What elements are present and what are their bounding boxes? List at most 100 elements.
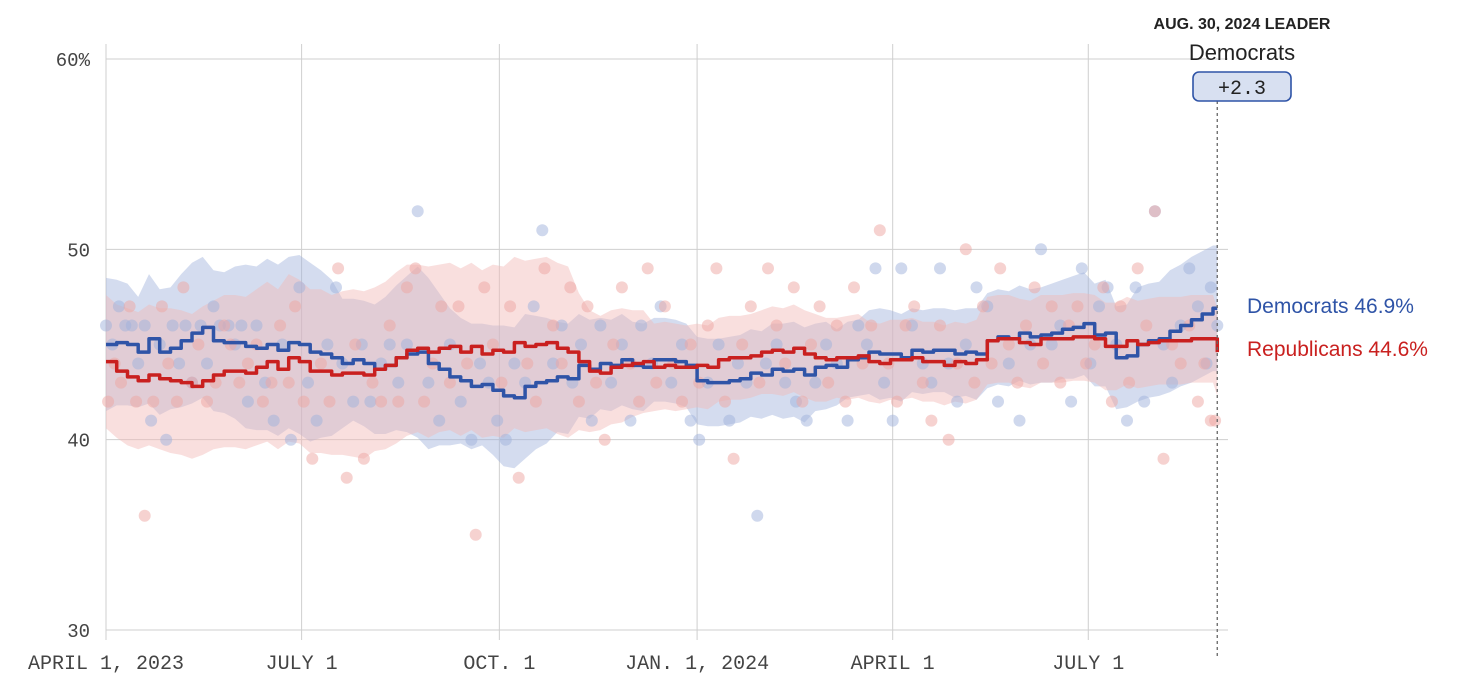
republicans-poll-dot	[951, 357, 964, 370]
democrats-poll-dot	[547, 357, 560, 370]
republicans-poll-dot	[512, 471, 525, 484]
democrats-poll-dot	[852, 319, 865, 332]
democrats-poll-dot	[465, 433, 478, 446]
republicans-poll-dot	[461, 357, 474, 370]
democrats-poll-dot	[869, 262, 882, 275]
republicans-poll-dot	[770, 319, 783, 332]
republicans-poll-dot	[332, 262, 345, 275]
republicans-poll-dot	[633, 395, 646, 408]
republicans-poll-dot	[130, 395, 143, 408]
republicans-poll-dot	[201, 395, 213, 408]
democrats-poll-dot	[527, 300, 540, 313]
republicans-poll-dot	[865, 319, 878, 332]
republicans-poll-dot	[830, 319, 843, 332]
democrats-poll-dot	[635, 319, 648, 332]
democrats-poll-dot	[250, 319, 263, 332]
democrats-poll-dot	[474, 357, 486, 370]
republicans-band	[106, 256, 1218, 459]
republicans-poll-dot	[701, 319, 714, 332]
republicans-poll-dot	[787, 281, 800, 294]
republicans-poll-dot	[162, 357, 175, 370]
democrats-poll-dot	[235, 319, 248, 332]
republicans-poll-dot	[366, 376, 379, 389]
republicans-poll-dot	[297, 395, 310, 408]
republicans-poll-dot	[155, 300, 168, 313]
republicans-poll-dot	[650, 376, 663, 389]
democrats-poll-dot	[392, 376, 405, 389]
republicans-poll-dot	[400, 281, 413, 294]
republicans-poll-dot	[762, 262, 774, 275]
democrats-poll-dot	[751, 509, 764, 522]
democrats-poll-dot	[959, 338, 972, 351]
republicans-poll-dot	[1191, 395, 1204, 408]
republicans-end-label: Republicans 44.6%	[1247, 338, 1428, 361]
republicans-poll-dot	[314, 357, 327, 370]
democrats-poll-dot	[347, 395, 360, 408]
republicans-poll-dot	[289, 300, 302, 313]
democrats-poll-dot	[970, 281, 983, 294]
republicans-average-line	[106, 335, 1220, 389]
democrats-poll-dot	[179, 319, 192, 332]
x-tick-label: JAN. 1, 2024	[625, 653, 769, 676]
republicans-poll-dot	[1148, 205, 1161, 218]
democrats-poll-dot	[1129, 281, 1142, 294]
republicans-poll-dot	[822, 376, 835, 389]
republicans-poll-dot	[1157, 452, 1170, 465]
republicans-poll-dot	[323, 395, 336, 408]
democrats-poll-dot	[759, 357, 772, 370]
republicans-poll-dot	[138, 509, 151, 522]
democrats-poll-dot	[112, 300, 125, 313]
democrats-poll-dot	[145, 414, 158, 427]
republicans-poll-dot	[375, 395, 388, 408]
democrats-poll-dot	[925, 376, 938, 389]
democrats-poll-dot	[605, 376, 618, 389]
republicans-poll-dot	[572, 395, 585, 408]
republicans-poll-dot	[547, 319, 560, 332]
democrats-average-line	[106, 306, 1218, 400]
x-tick-label: OCT. 1	[463, 653, 535, 676]
republicans-poll-dot	[839, 395, 852, 408]
republicans-poll-dot	[1002, 338, 1015, 351]
republicans-poll-dot	[959, 243, 972, 256]
democrats-poll-dot	[454, 395, 467, 408]
democrats-poll-dot	[779, 376, 792, 389]
republicans-poll-dot	[435, 300, 448, 313]
republicans-poll-dot	[224, 338, 237, 351]
x-tick-label: JULY 1	[1052, 653, 1124, 676]
republicans-poll-dot	[418, 395, 431, 408]
democrats-poll-dot	[1191, 300, 1204, 313]
democrats-poll-dot	[241, 395, 254, 408]
democrats-poll-dot	[321, 338, 334, 351]
democrats-poll-dot	[731, 357, 744, 370]
democrats-poll-dot	[1093, 300, 1105, 313]
republicans-poll-dot	[383, 319, 396, 332]
democrats-poll-dot	[201, 357, 213, 370]
republicans-poll-dot	[934, 319, 946, 332]
republicans-poll-dot	[486, 338, 499, 351]
republicans-poll-dot	[1174, 357, 1187, 370]
democrats-poll-dot	[1002, 357, 1015, 370]
republicans-poll-dot	[873, 224, 886, 237]
republicans-poll-dot	[590, 376, 603, 389]
republicans-poll-dot	[744, 300, 757, 313]
republicans-poll-dot	[1028, 281, 1041, 294]
democrats-poll-dot	[684, 414, 697, 427]
democrats-poll-dot	[411, 205, 424, 218]
republicans-poll-dot	[710, 262, 723, 275]
democrats-poll-dot	[284, 433, 297, 446]
democrats-poll-dot	[1204, 281, 1217, 294]
republicans-poll-dot	[409, 262, 422, 275]
x-tick-label: JULY 1	[266, 653, 338, 676]
democrats-poll-dot	[712, 338, 725, 351]
republicans-poll-dot	[555, 357, 568, 370]
democrats-poll-dot	[138, 319, 151, 332]
leader-margin-badge	[1192, 71, 1292, 102]
republicans-poll-dot	[1097, 281, 1110, 294]
republicans-poll-dot	[218, 319, 231, 332]
democrats-poll-dot	[1121, 414, 1133, 427]
republicans-poll-dot	[977, 300, 989, 313]
republicans-poll-dot	[241, 357, 254, 370]
democrats-poll-dot	[1075, 262, 1088, 275]
republicans-poll-dot	[170, 395, 183, 408]
